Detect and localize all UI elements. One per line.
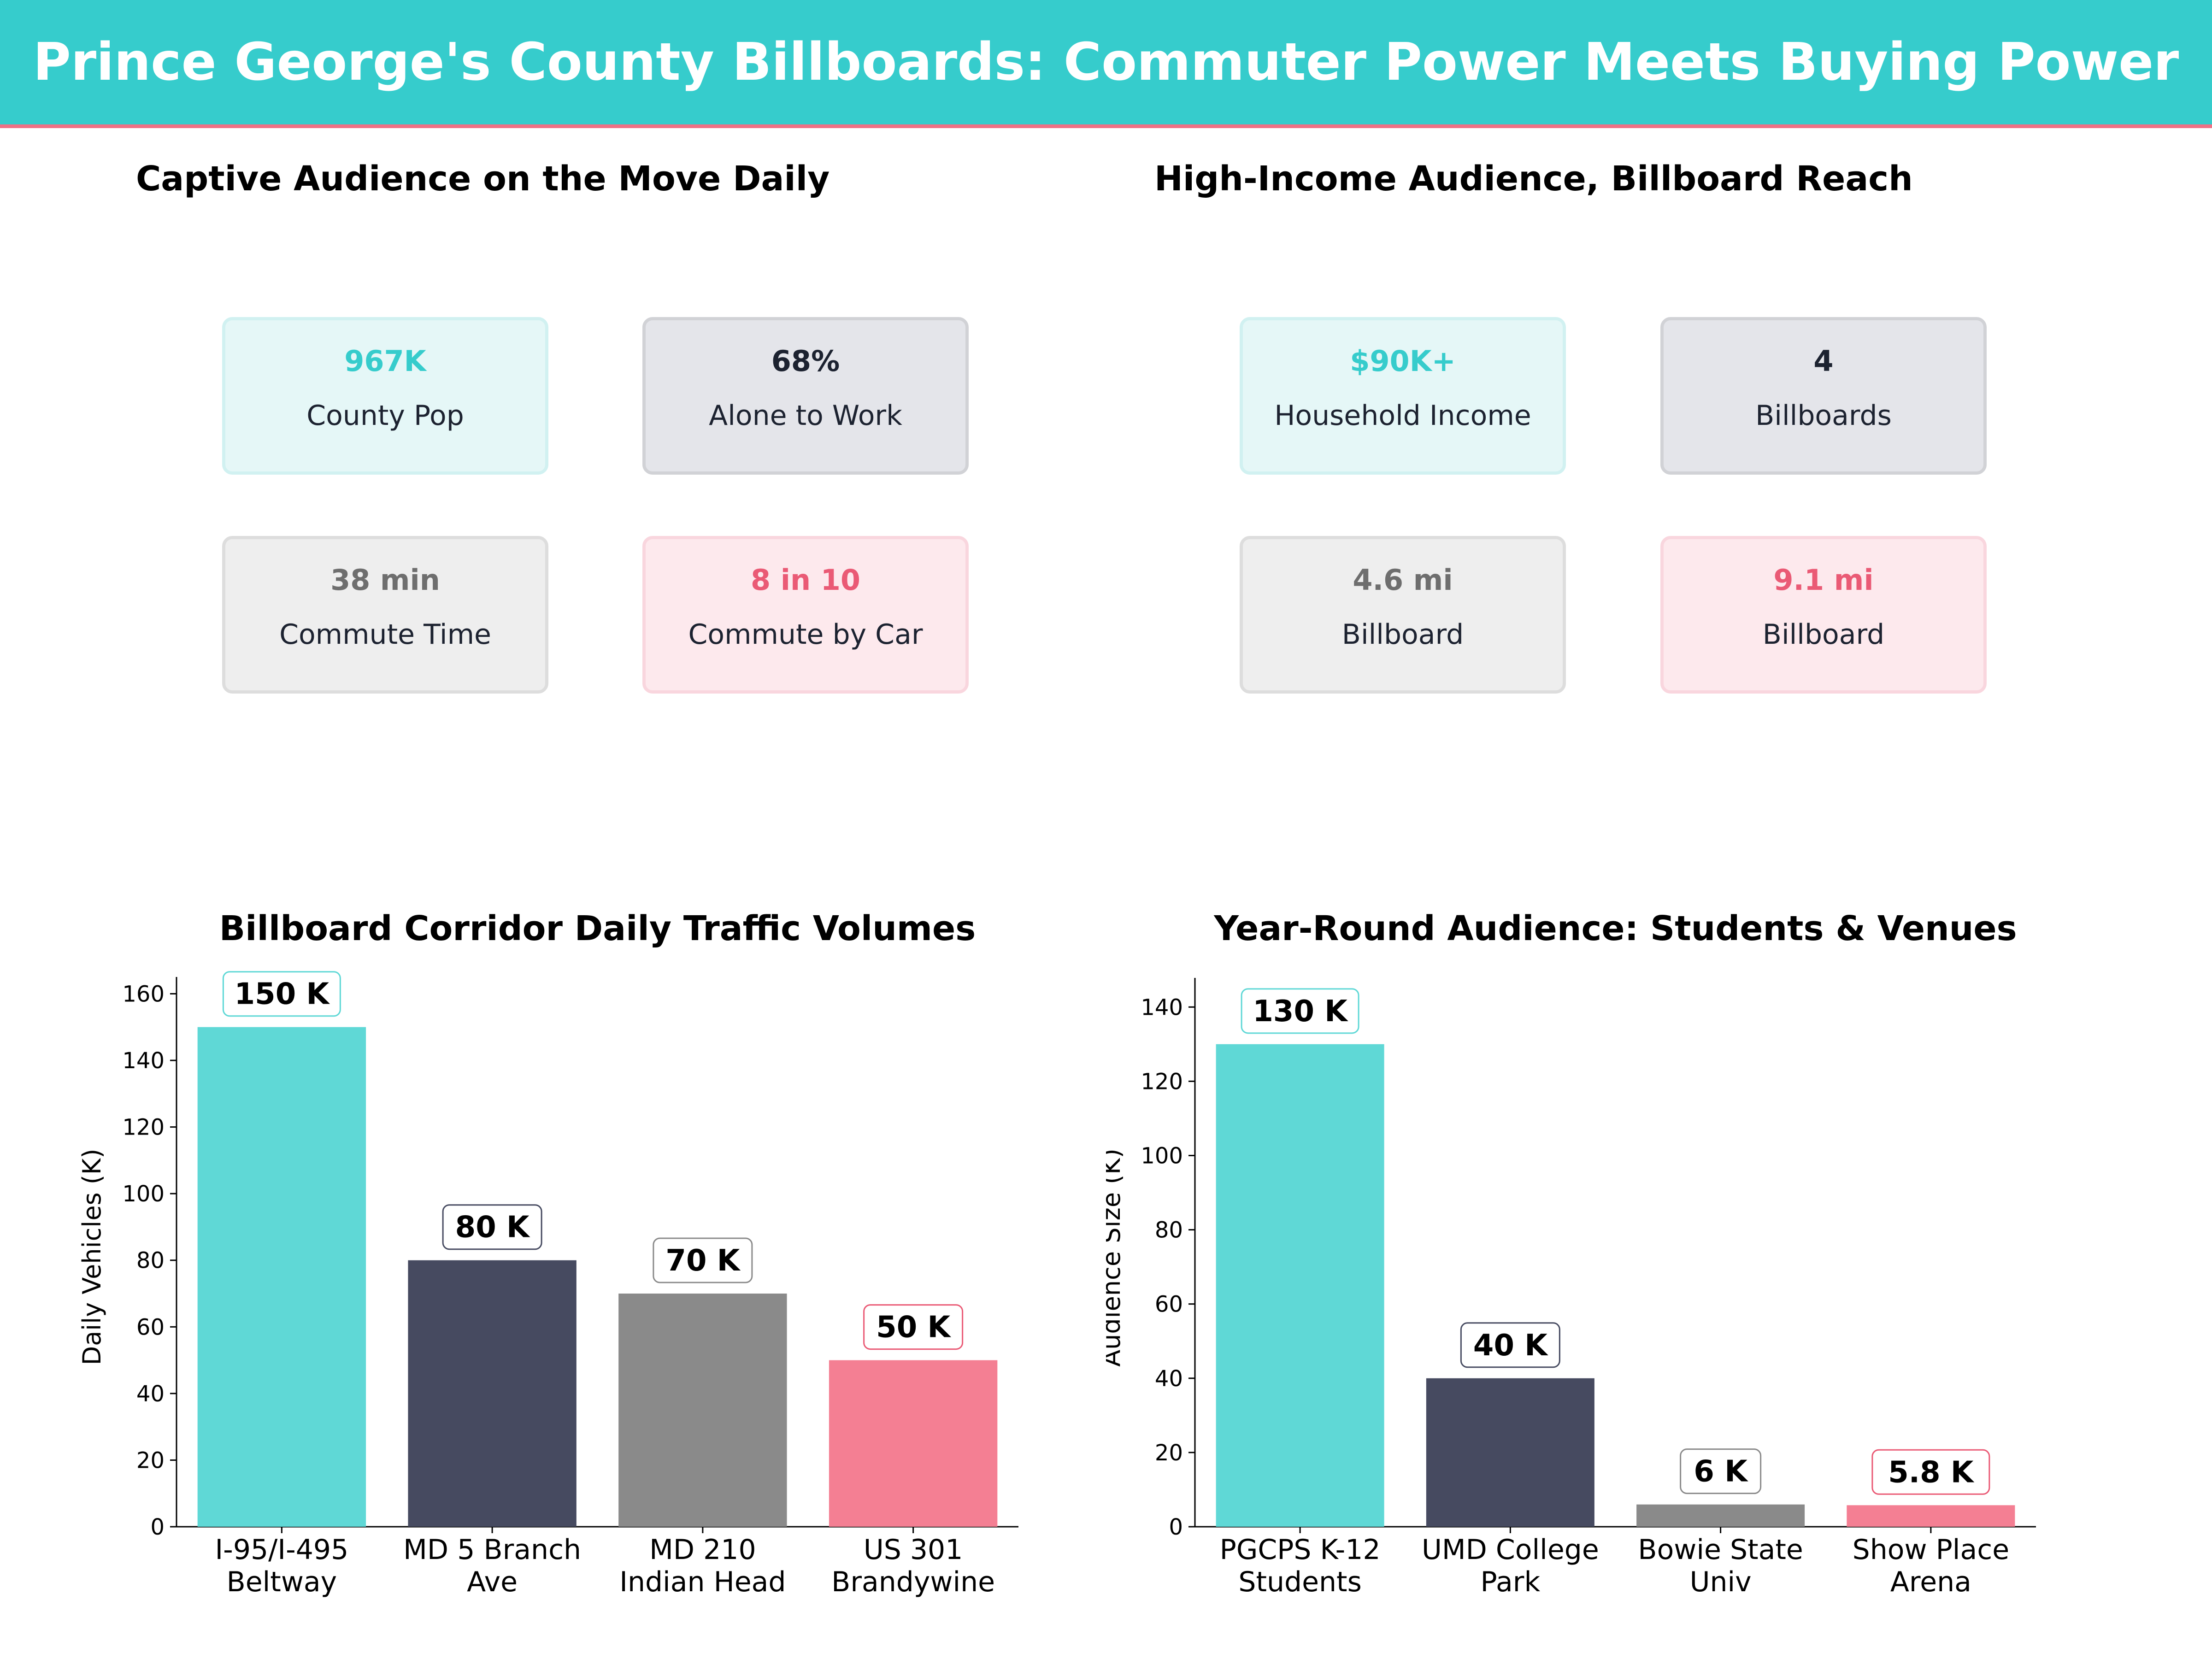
chart-title: Year-Round Audience: Students & Venues xyxy=(1213,909,2017,948)
y-tick-label: 160 xyxy=(122,981,165,1007)
y-tick-label: 100 xyxy=(1141,1143,1183,1169)
x-tick-label: MD 5 Branch Ave xyxy=(403,1534,581,1598)
commuter-panel-title: Captive Audience on the Move Daily xyxy=(136,159,830,199)
y-tick-label: 40 xyxy=(1155,1366,1183,1392)
data-label: 40 K xyxy=(1473,1329,1548,1363)
bar xyxy=(1216,1044,1384,1527)
data-label-box xyxy=(1241,988,1359,1034)
data-label: 70 K xyxy=(665,1244,741,1278)
bar xyxy=(197,1027,366,1527)
stat-label: Billboard xyxy=(1762,618,1885,651)
stat-card-billboards: 4 Billboards xyxy=(1660,317,1987,475)
stat-label: County Pop xyxy=(306,400,464,432)
y-tick-label: 120 xyxy=(122,1115,165,1141)
y-tick-label: 80 xyxy=(1155,1218,1183,1243)
bar xyxy=(1636,1504,1805,1527)
stat-value: 967K xyxy=(344,344,426,378)
stat-label: Billboard xyxy=(1341,618,1464,651)
income-panel-title: High-Income Audience, Billboard Reach xyxy=(1154,159,1913,199)
data-label-box xyxy=(1680,1448,1762,1494)
stat-value: 38 min xyxy=(330,563,440,597)
y-tick-label: 60 xyxy=(1155,1292,1183,1318)
y-axis-label: Audience Size (K) xyxy=(1106,1148,1126,1367)
traffic-volume-chart: Billboard Corridor Daily Traffic Volumes… xyxy=(77,909,1018,1598)
stat-value: 4 xyxy=(1813,344,1834,378)
stat-label: Commute Time xyxy=(279,618,491,651)
y-tick-label: 0 xyxy=(150,1514,165,1540)
data-label-box xyxy=(1460,1322,1560,1368)
bar xyxy=(1426,1378,1594,1527)
y-tick-label: 80 xyxy=(136,1248,165,1274)
y-tick-label: 40 xyxy=(136,1381,165,1407)
y-tick-label: 60 xyxy=(136,1314,165,1340)
data-label-box xyxy=(653,1237,753,1283)
stat-card-billboard-distance-2: 9.1 mi Billboard xyxy=(1660,536,1987,694)
stat-label: Commute by Car xyxy=(688,618,923,651)
x-tick-label: UMD College Park xyxy=(1422,1534,1599,1598)
stat-value: 8 in 10 xyxy=(751,563,860,597)
chart-title: Billboard Corridor Daily Traffic Volumes xyxy=(219,909,976,948)
stat-label: Alone to Work xyxy=(709,400,902,432)
y-tick-label: 0 xyxy=(1169,1514,1183,1540)
x-tick-label: MD 210 Indian Head xyxy=(619,1534,786,1598)
data-label-box xyxy=(442,1204,542,1250)
stat-card-alone-to-work: 68% Alone to Work xyxy=(642,317,969,475)
stat-value: 9.1 mi xyxy=(1773,563,1874,597)
stat-value: $90K+ xyxy=(1350,344,1456,378)
y-tick-label: 20 xyxy=(1155,1440,1183,1466)
data-label: 150 K xyxy=(235,977,330,1012)
data-label-box xyxy=(222,971,341,1017)
y-tick-label: 100 xyxy=(122,1181,165,1207)
bar xyxy=(618,1294,787,1527)
page-title: Prince George's County Billboards: Commu… xyxy=(33,32,2179,92)
x-tick-label: Bowie State Univ xyxy=(1638,1534,1803,1598)
stat-label: Billboards xyxy=(1755,400,1892,432)
data-label: 5.8 K xyxy=(1888,1455,1975,1489)
stat-card-commute-by-car: 8 in 10 Commute by Car xyxy=(642,536,969,694)
data-label: 6 K xyxy=(1694,1455,1748,1489)
data-label: 130 K xyxy=(1253,994,1348,1029)
stat-value: 4.6 mi xyxy=(1353,563,1453,597)
data-label: 80 K xyxy=(455,1211,530,1245)
x-tick-label: PGCPS K-12 Students xyxy=(1220,1534,1381,1598)
stat-label: Household Income xyxy=(1274,400,1531,432)
stat-card-county-pop: 967K County Pop xyxy=(222,317,548,475)
y-tick-label: 140 xyxy=(122,1048,165,1074)
stat-card-commute-time: 38 min Commute Time xyxy=(222,536,548,694)
x-tick-label: Show Place Arena xyxy=(1853,1534,2010,1598)
y-tick-label: 20 xyxy=(136,1447,165,1473)
y-tick-label: 140 xyxy=(1141,994,1183,1020)
data-label: 50 K xyxy=(876,1311,951,1345)
stat-value: 68% xyxy=(771,344,840,378)
audience-size-chart: Year-Round Audience: Students & Venues Au… xyxy=(1106,909,2036,1598)
bar xyxy=(408,1260,577,1527)
stat-card-billboard-distance-1: 4.6 mi Billboard xyxy=(1240,536,1566,694)
data-label-box xyxy=(1871,1449,1990,1495)
data-label-box xyxy=(863,1304,964,1350)
x-tick-label: I-95/I-495 Beltway xyxy=(215,1534,348,1598)
bar xyxy=(829,1360,998,1527)
x-tick-label: US 301 Brandywine xyxy=(831,1534,995,1598)
y-tick-label: 120 xyxy=(1141,1069,1183,1094)
y-axis-label: Daily Vehicles (K) xyxy=(77,1149,106,1365)
stat-card-household-income: $90K+ Household Income xyxy=(1240,317,1566,475)
header-banner: Prince George's County Billboards: Commu… xyxy=(0,0,2212,128)
bar xyxy=(1847,1505,2015,1527)
